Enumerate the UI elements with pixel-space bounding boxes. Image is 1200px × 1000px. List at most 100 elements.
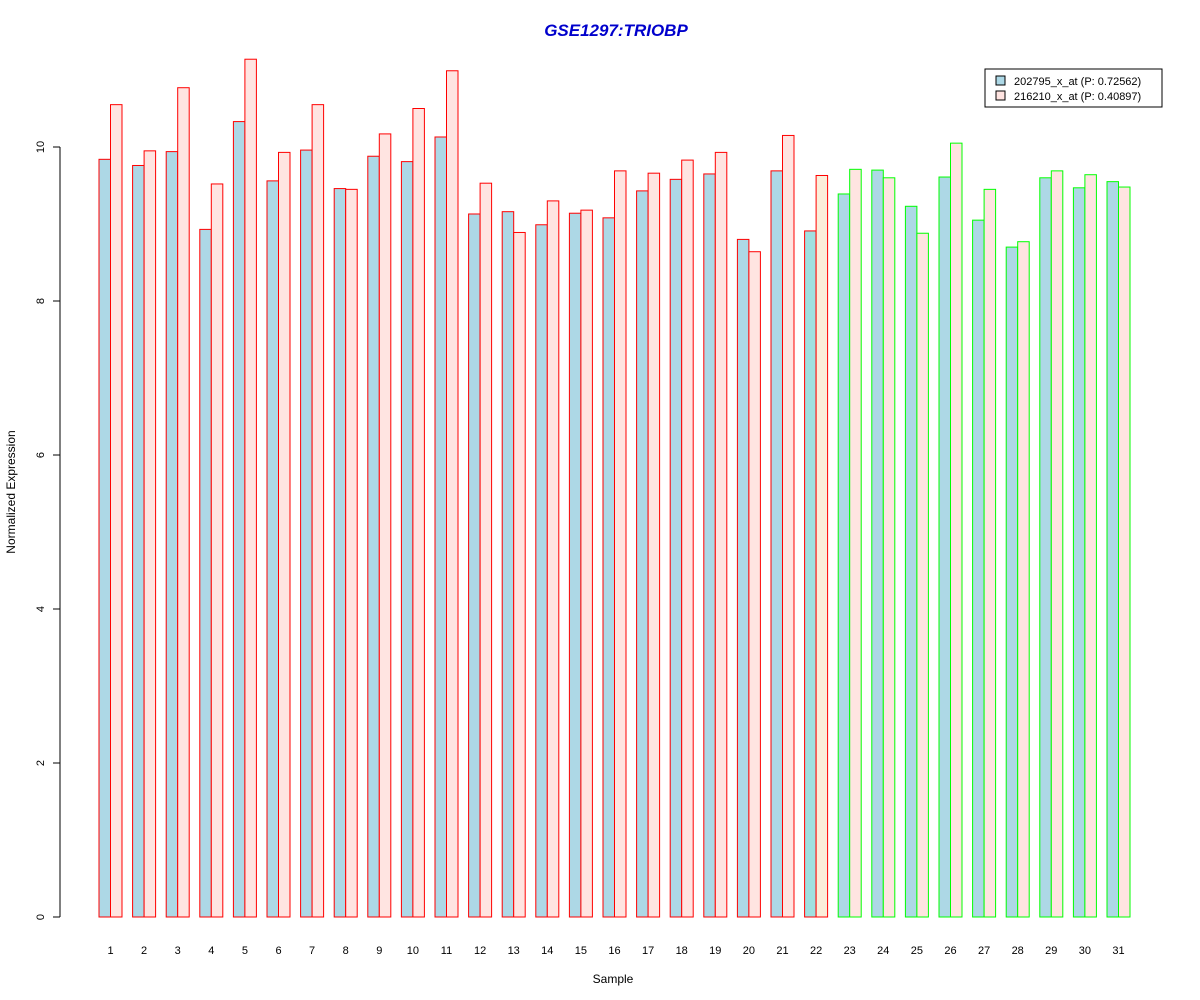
bar-sample-4-series-2	[210, 183, 224, 918]
x-tick-label: 23	[844, 945, 856, 957]
bar-sample-23-series-2	[849, 168, 862, 918]
x-tick-label: 13	[508, 945, 520, 957]
bar-sample-9-series-1	[367, 155, 380, 918]
legend-swatch-1	[995, 75, 1006, 86]
x-tick-label: 15	[575, 945, 587, 957]
bar-sample-29-series-1	[1039, 177, 1052, 918]
bar-sample-27-series-2	[983, 188, 997, 918]
bar-sample-21-series-2	[782, 134, 795, 918]
x-tick-label: 25	[911, 945, 923, 957]
bar-sample-22-series-2	[815, 174, 829, 918]
x-tick-label: 10	[407, 945, 419, 957]
bar-sample-20-series-1	[736, 238, 750, 918]
y-tick-label: 6	[35, 452, 47, 458]
bar-sample-2-series-2	[143, 150, 157, 918]
bar-sample-23-series-1	[837, 193, 851, 918]
x-tick-label: 11	[441, 945, 452, 957]
chart-title: GSE1297:TRIOBP	[544, 21, 688, 40]
y-tick-label: 8	[35, 298, 47, 304]
bar-sample-14-series-1	[535, 224, 548, 918]
bar-sample-8-series-2	[345, 188, 358, 918]
bar-sample-12-series-1	[468, 213, 481, 918]
bar-sample-10-series-2	[412, 108, 425, 918]
x-tick-label: 28	[1012, 945, 1024, 957]
bar-sample-18-series-2	[681, 159, 694, 918]
legend-swatch-2	[995, 90, 1006, 101]
y-tick-label: 10	[35, 141, 47, 153]
bar-sample-13-series-2	[513, 231, 526, 918]
bar-sample-14-series-2	[546, 200, 560, 918]
bar-sample-12-series-2	[479, 182, 493, 918]
y-tick-label: 4	[35, 606, 47, 612]
x-tick-label: 1	[107, 945, 113, 957]
x-tick-label: 30	[1079, 945, 1091, 957]
x-tick-label: 7	[309, 945, 315, 957]
x-tick-label: 29	[1045, 945, 1057, 957]
bar-sample-16-series-1	[602, 217, 615, 918]
bar-sample-5-series-2	[244, 58, 257, 918]
legend-label-1: 202795_x_at (P: 0.72562)	[1014, 76, 1141, 88]
bar-sample-25-series-2	[916, 232, 929, 918]
bar-sample-11-series-1	[434, 136, 447, 918]
bar-sample-29-series-2	[1050, 170, 1064, 918]
bar-sample-18-series-1	[669, 178, 683, 918]
y-axis: 0 2 4 6 8 10	[35, 141, 61, 920]
x-tick-label: 16	[608, 945, 620, 957]
bar-sample-17-series-2	[647, 172, 661, 918]
bar-sample-5-series-1	[232, 121, 246, 918]
bar-sample-15-series-1	[568, 212, 582, 918]
x-tick-label: 21	[776, 945, 788, 957]
bar-sample-3-series-1	[165, 151, 179, 918]
bar-sample-19-series-1	[703, 173, 716, 918]
y-tick-label: 2	[35, 760, 47, 766]
bar-sample-15-series-2	[580, 209, 593, 918]
x-tick-label: 3	[175, 945, 181, 957]
bar-sample-8-series-1	[333, 188, 347, 918]
bar-sample-27-series-1	[972, 219, 985, 918]
bars-group	[98, 58, 1131, 918]
bar-sample-24-series-1	[871, 169, 884, 918]
bar-sample-11-series-2	[446, 70, 459, 918]
x-tick-label: 27	[978, 945, 990, 957]
bar-sample-6-series-2	[278, 151, 291, 918]
bar-sample-22-series-1	[804, 230, 817, 918]
x-tick-label: 6	[275, 945, 281, 957]
x-tick-label: 9	[376, 945, 382, 957]
x-tick-label: 18	[676, 945, 688, 957]
x-tick-label: 4	[208, 945, 214, 957]
x-tick-label: 31	[1112, 945, 1124, 957]
bar-sample-7-series-2	[311, 104, 325, 918]
x-tick-label: 20	[743, 945, 755, 957]
x-tick-label: 24	[877, 945, 889, 957]
bar-sample-26-series-1	[938, 176, 951, 918]
bar-sample-24-series-2	[882, 177, 896, 918]
x-tick-label: 22	[810, 945, 822, 957]
bar-sample-30-series-2	[1084, 174, 1097, 918]
bar-sample-31-series-2	[1118, 186, 1131, 918]
bar-sample-1-series-1	[98, 158, 111, 918]
bar-sample-30-series-1	[1072, 187, 1086, 918]
bar-sample-26-series-2	[950, 142, 963, 918]
bar-sample-31-series-1	[1106, 181, 1119, 918]
x-tick-label: 5	[242, 945, 248, 957]
legend: 202795_x_at (P: 0.72562) 216210_x_at (P: …	[984, 68, 1163, 108]
bar-sample-28-series-2	[1017, 241, 1030, 918]
x-tick-label: 8	[343, 945, 349, 957]
bar-sample-28-series-1	[1005, 246, 1019, 918]
bar-sample-16-series-2	[614, 170, 627, 918]
bar-sample-20-series-2	[748, 251, 761, 918]
bar-sample-9-series-2	[378, 133, 392, 918]
bar-sample-25-series-1	[904, 205, 918, 918]
bar-sample-1-series-2	[110, 104, 123, 918]
bar-sample-2-series-1	[132, 164, 145, 918]
bar-sample-10-series-1	[400, 161, 414, 918]
x-tick-label: 26	[944, 945, 956, 957]
x-tick-label: 12	[474, 945, 486, 957]
bar-sample-7-series-1	[300, 149, 313, 918]
bar-sample-21-series-1	[770, 170, 783, 918]
bar-sample-3-series-2	[177, 87, 190, 918]
x-tick-label: 19	[709, 945, 721, 957]
x-axis-label: Sample	[593, 972, 634, 986]
y-axis-label: Normalized Expression	[4, 430, 18, 553]
